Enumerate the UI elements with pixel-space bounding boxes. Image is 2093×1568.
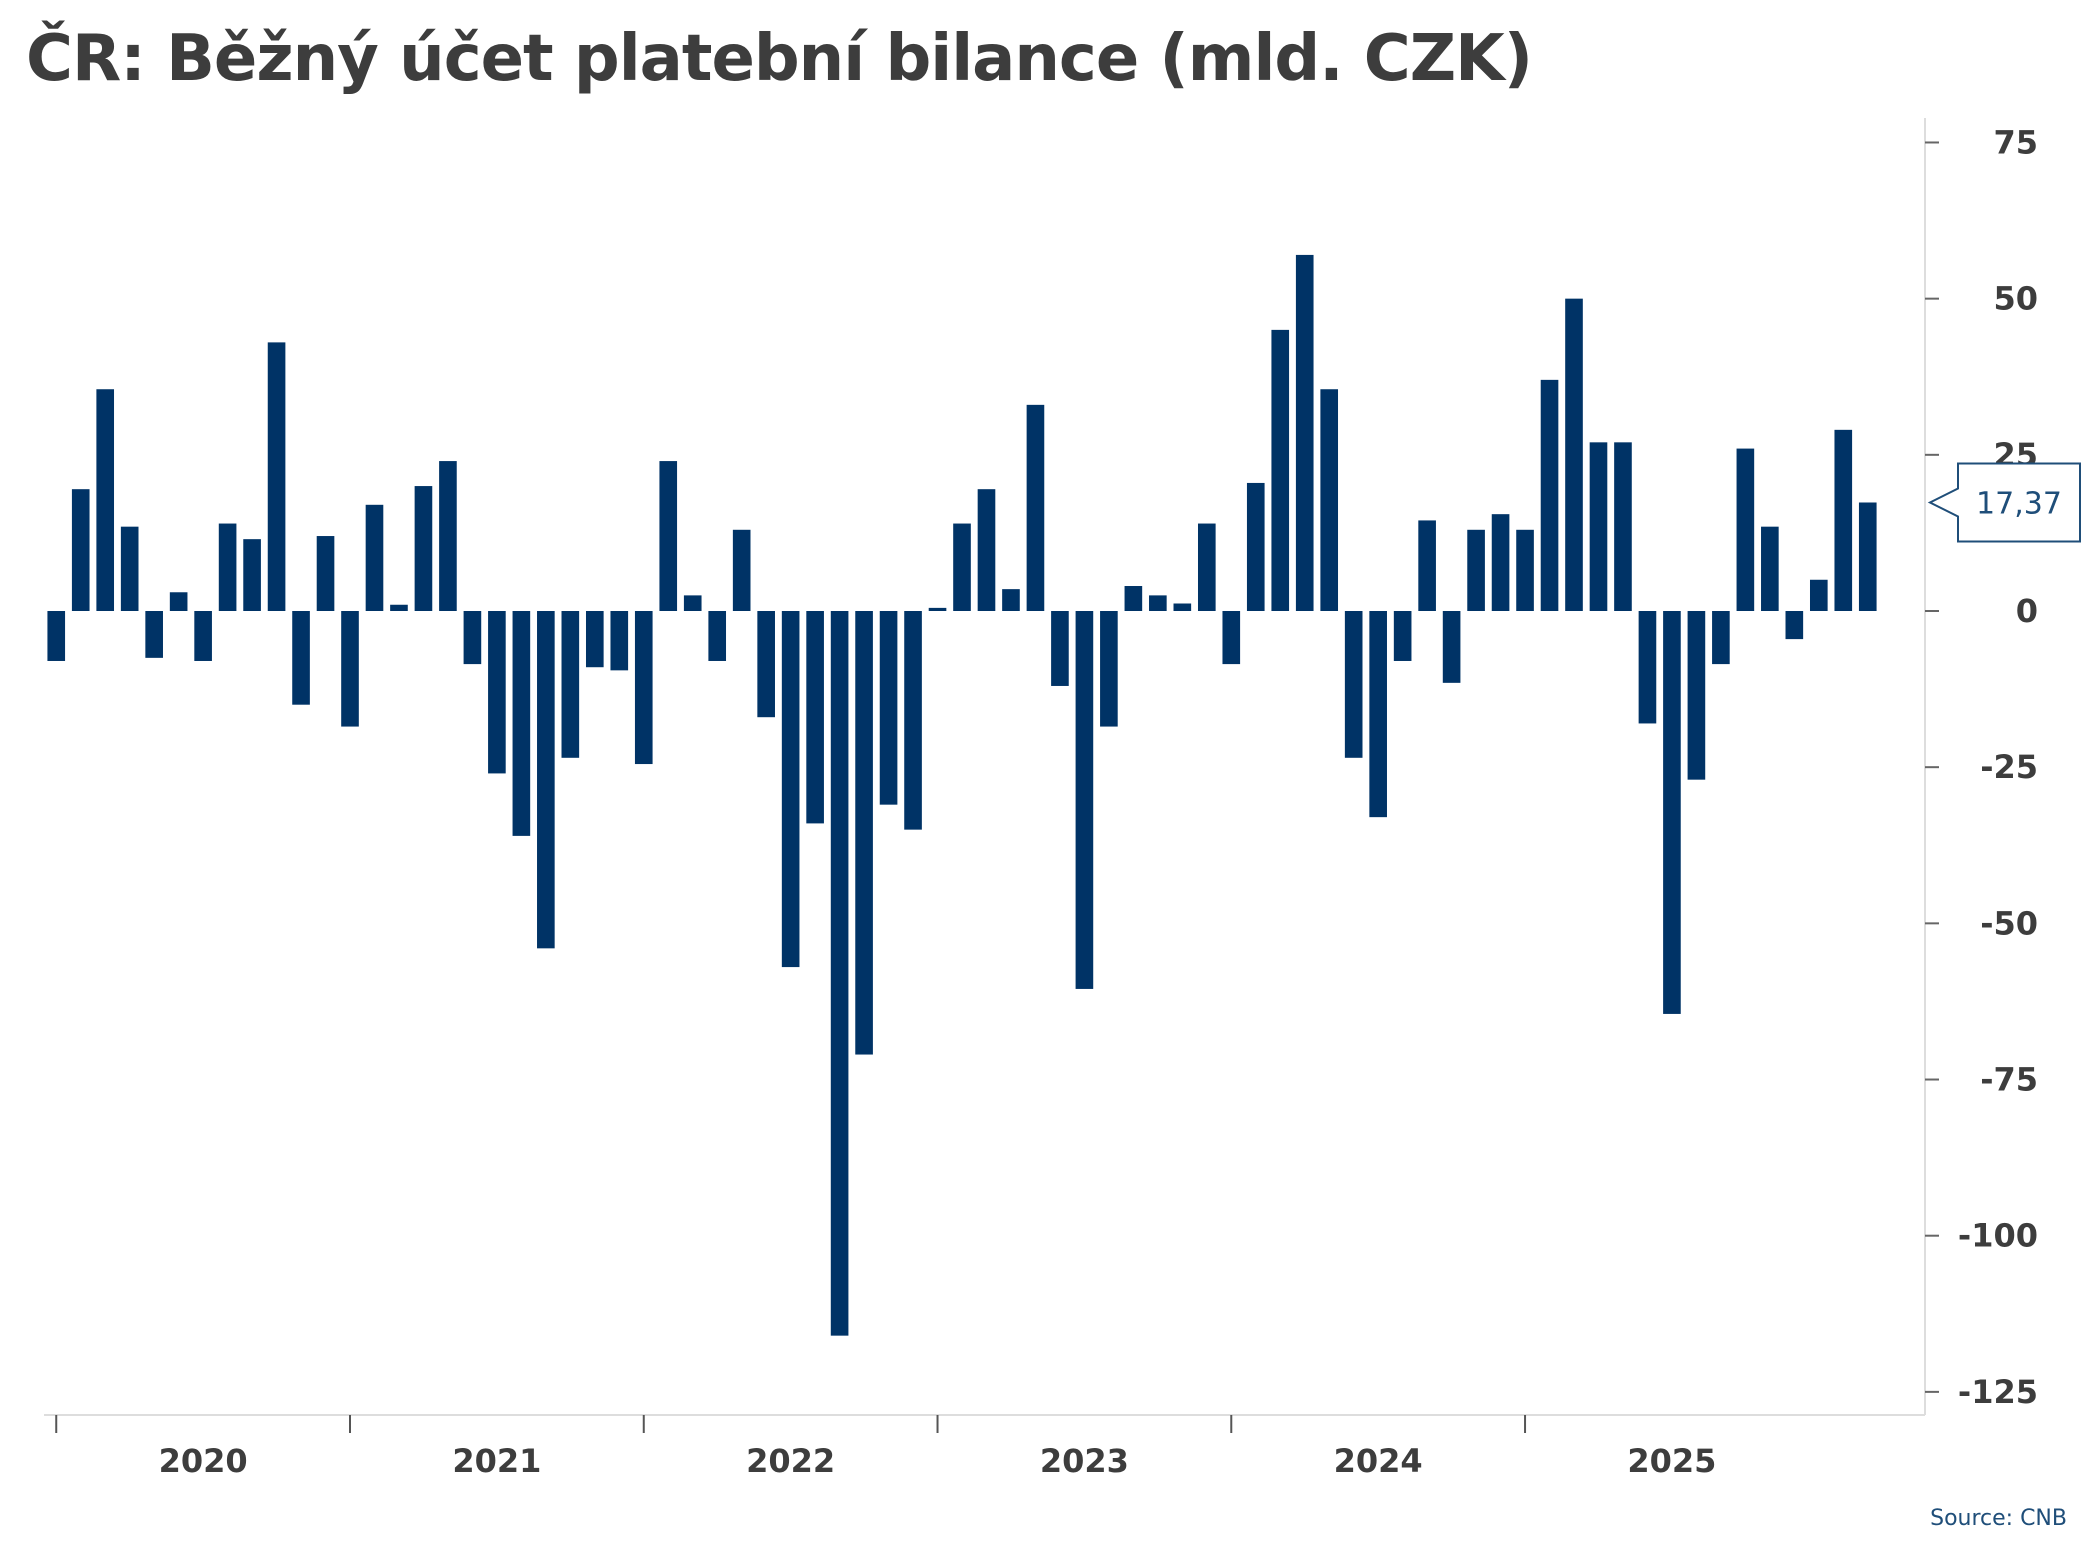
bar bbox=[1589, 442, 1608, 611]
x-tick-label: 2022 bbox=[746, 1442, 835, 1480]
bar bbox=[855, 611, 873, 1055]
bar bbox=[414, 486, 433, 611]
y-tick-label: 0 bbox=[2016, 592, 2038, 630]
bar bbox=[1393, 611, 1412, 661]
bar bbox=[1540, 379, 1559, 611]
bar bbox=[830, 611, 849, 1336]
bar bbox=[561, 611, 580, 758]
bar bbox=[1295, 254, 1314, 612]
bar bbox=[1712, 611, 1730, 665]
bar bbox=[1246, 482, 1265, 611]
bar bbox=[1663, 611, 1681, 1014]
bar bbox=[71, 489, 90, 611]
bar bbox=[1467, 529, 1485, 611]
bar bbox=[1173, 603, 1192, 611]
bar bbox=[1197, 523, 1216, 611]
y-tick-label: -125 bbox=[1958, 1373, 2038, 1411]
bar bbox=[806, 611, 824, 824]
bar bbox=[1565, 298, 1583, 611]
bar bbox=[1761, 526, 1779, 611]
bar bbox=[928, 607, 947, 611]
bar bbox=[96, 389, 115, 611]
bar bbox=[439, 461, 457, 611]
bar bbox=[1834, 429, 1853, 611]
bar bbox=[390, 604, 408, 611]
bar bbox=[267, 342, 286, 611]
bar bbox=[145, 611, 163, 658]
bar bbox=[757, 611, 775, 718]
bar bbox=[292, 611, 310, 705]
bar bbox=[1736, 448, 1755, 611]
bar bbox=[243, 539, 261, 611]
bar bbox=[610, 611, 629, 671]
bar bbox=[1100, 611, 1118, 727]
x-tick-label: 2025 bbox=[1627, 1442, 1716, 1480]
bar bbox=[218, 523, 237, 611]
y-tick-label: 75 bbox=[1993, 123, 2038, 161]
bar bbox=[463, 611, 482, 665]
bars-group bbox=[47, 254, 1877, 1336]
bar bbox=[537, 611, 555, 949]
bar bbox=[977, 489, 996, 611]
x-tick-label: 2020 bbox=[159, 1442, 248, 1480]
y-tick-label: -75 bbox=[1980, 1061, 2038, 1099]
bar bbox=[316, 536, 335, 611]
chart-title: ČR: Běžný účet platební bilance (mld. CZ… bbox=[26, 22, 1533, 96]
y-tick-label: -25 bbox=[1980, 748, 2038, 786]
bar bbox=[194, 611, 212, 661]
y-tick-label: -100 bbox=[1958, 1217, 2038, 1255]
bar bbox=[120, 526, 139, 611]
bar bbox=[169, 592, 188, 611]
y-tick-label: -50 bbox=[1980, 904, 2038, 942]
bar bbox=[1418, 520, 1436, 611]
bar bbox=[1638, 611, 1657, 724]
bar bbox=[1026, 404, 1045, 611]
last-value-callout: 17,37 bbox=[1927, 462, 2081, 543]
bar bbox=[365, 504, 384, 611]
bar bbox=[341, 611, 359, 727]
bar bbox=[781, 611, 800, 968]
source-note: Source: CNB bbox=[1930, 1506, 2067, 1531]
bar bbox=[1785, 611, 1804, 640]
x-tick-label: 2024 bbox=[1334, 1442, 1423, 1480]
bar bbox=[1858, 502, 1877, 611]
callout-value: 17,37 bbox=[1976, 486, 2062, 521]
y-tick-label: 50 bbox=[1993, 280, 2038, 318]
bar bbox=[708, 611, 727, 661]
bar bbox=[1516, 529, 1534, 611]
bar bbox=[1320, 389, 1339, 611]
bar bbox=[1149, 595, 1167, 611]
bar bbox=[1222, 611, 1241, 665]
bar bbox=[488, 611, 506, 774]
bar bbox=[634, 611, 653, 765]
x-tick-label: 2023 bbox=[1040, 1442, 1129, 1480]
bar bbox=[1614, 442, 1632, 611]
bar bbox=[1051, 611, 1069, 686]
x-tick-label: 2021 bbox=[452, 1442, 541, 1480]
bar bbox=[1809, 579, 1828, 611]
bar bbox=[585, 611, 604, 668]
bar bbox=[1075, 611, 1094, 989]
callout-shape bbox=[1927, 462, 2081, 543]
bar bbox=[47, 611, 66, 661]
bar bbox=[1687, 611, 1706, 780]
x-axis-ticks: 2020 2021 2022 2023 2024 2025 bbox=[55, 1415, 1716, 1480]
bar bbox=[1271, 329, 1290, 611]
bar bbox=[1442, 611, 1461, 683]
bar bbox=[1002, 589, 1020, 611]
bar bbox=[732, 529, 751, 611]
bar bbox=[953, 523, 971, 611]
bar bbox=[904, 611, 922, 830]
bar bbox=[683, 595, 702, 611]
bar bbox=[1124, 586, 1143, 611]
bar bbox=[659, 461, 678, 611]
bar bbox=[512, 611, 531, 836]
bar bbox=[1491, 514, 1510, 611]
bar bbox=[1344, 611, 1363, 758]
bar bbox=[1369, 611, 1387, 818]
bar bbox=[879, 611, 898, 805]
